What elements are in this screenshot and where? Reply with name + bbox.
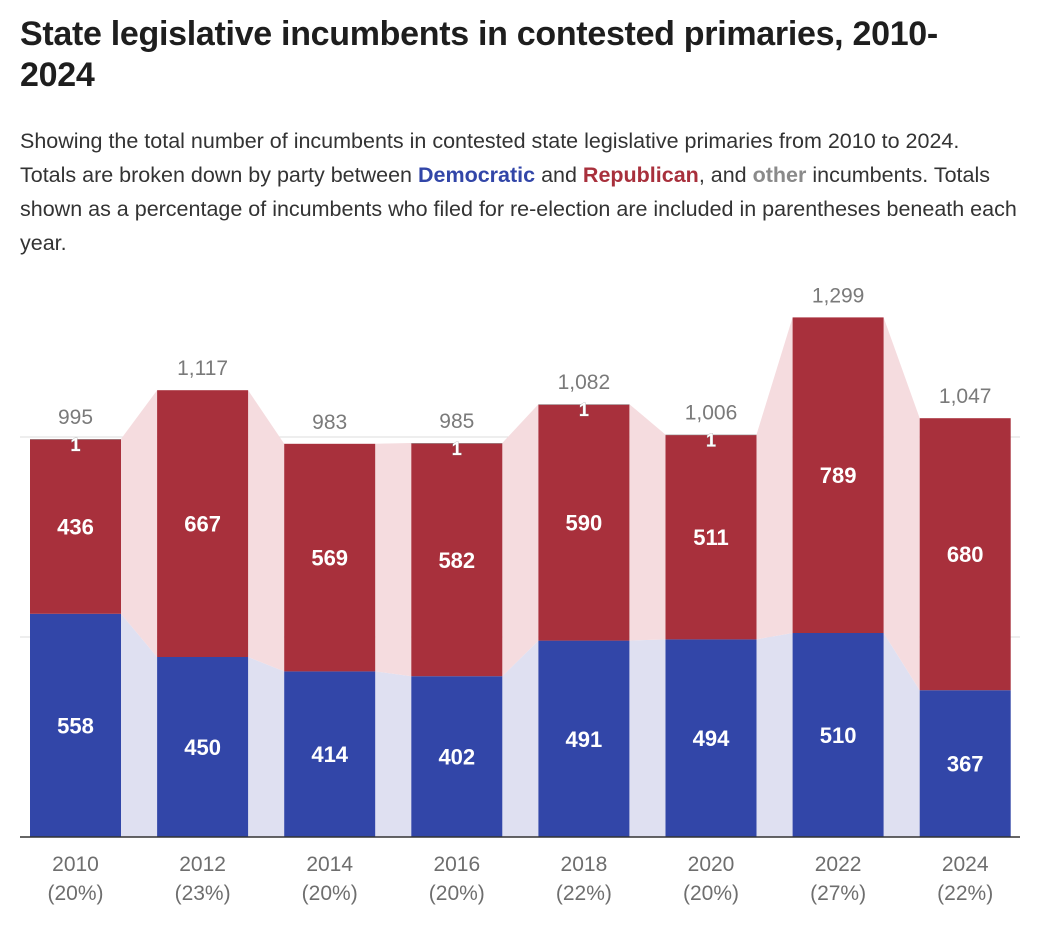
- bar-republican-2014: [284, 443, 376, 672]
- republican-value-label: 436: [57, 515, 94, 540]
- republican-value-label: 667: [184, 512, 221, 537]
- democratic-value-label: 494: [693, 726, 730, 751]
- x-axis-year-label: 2016: [433, 853, 480, 876]
- bar-republican-2020: [665, 435, 757, 640]
- total-value-label: 1,117: [177, 357, 228, 380]
- democratic-value-label: 402: [438, 745, 475, 770]
- bar-democratic-2022: [792, 633, 884, 837]
- democratic-connector-band: [375, 671, 412, 837]
- democratic-connector-band: [756, 633, 793, 837]
- democratic-value-label: 558: [57, 713, 94, 738]
- democratic-value-label: 450: [184, 735, 221, 760]
- x-axis-percent-label: (22%): [556, 882, 612, 905]
- total-value-label: 1,047: [939, 385, 992, 408]
- x-axis-year-label: 2022: [815, 853, 862, 876]
- other-value-label: 1: [579, 400, 589, 420]
- x-axis-year-label: 2010: [52, 853, 99, 876]
- bar-republican-2018: [538, 404, 630, 641]
- other-value-label: 1: [706, 431, 716, 451]
- bar-democratic-2012: [157, 657, 249, 837]
- democratic-connector-band: [121, 613, 158, 837]
- x-axis-percent-label: (20%): [683, 882, 739, 905]
- total-value-label: 985: [439, 410, 474, 433]
- democratic-value-label: 414: [311, 742, 348, 767]
- republican-value-label: 680: [947, 542, 984, 567]
- total-value-label: 1,082: [558, 371, 611, 394]
- legend-republican: Republican: [582, 163, 699, 187]
- x-axis-percent-label: (23%): [175, 882, 231, 905]
- x-axis-year-label: 2020: [688, 853, 735, 876]
- legend-other: other: [752, 163, 807, 187]
- bar-republican-2024: [919, 418, 1011, 691]
- x-axis-year-label: 2024: [942, 853, 989, 876]
- x-axis-year-label: 2018: [561, 853, 608, 876]
- bar-democratic-2014: [284, 671, 376, 837]
- democratic-value-label: 367: [947, 752, 984, 777]
- total-value-label: 1,006: [685, 402, 738, 425]
- subtitle-text-3: , and: [698, 163, 753, 187]
- bar-other-2018: [538, 404, 630, 405]
- republican-connector-band: [375, 443, 412, 677]
- republican-connector-band: [248, 390, 285, 672]
- x-axis-year-label: 2014: [306, 853, 353, 876]
- democratic-value-label: 510: [820, 723, 857, 748]
- bar-republican-2022: [792, 317, 884, 633]
- republican-connector-band: [629, 404, 666, 641]
- x-axis-year-label: 2012: [179, 853, 226, 876]
- subtitle-text-2: and: [535, 163, 583, 187]
- bar-democratic-2010: [30, 613, 121, 837]
- bar-other-2016: [411, 443, 503, 444]
- democratic-value-label: 491: [566, 727, 603, 752]
- bar-democratic-2020: [665, 639, 757, 837]
- x-axis-percent-label: (20%): [302, 882, 358, 905]
- bar-other-2020: [665, 434, 757, 436]
- x-axis-percent-label: (22%): [937, 882, 993, 905]
- bar-republican-2012: [157, 390, 249, 657]
- bar-democratic-2018: [538, 640, 630, 837]
- total-value-label: 1,299: [812, 284, 865, 307]
- bar-democratic-2024: [919, 690, 1011, 837]
- x-axis-percent-label: (27%): [810, 882, 866, 905]
- bar-republican-2016: [411, 443, 503, 677]
- republican-value-label: 569: [311, 546, 348, 571]
- chart-title: State legislative incumbents in conteste…: [20, 15, 938, 94]
- democratic-connector-band: [883, 633, 920, 837]
- subtitle-text-4: incumbents. Totals shown as a percentage…: [20, 163, 1017, 255]
- republican-connector-band: [121, 390, 158, 657]
- chart-subtitle: Showing the total number of incumbents i…: [20, 124, 1020, 260]
- subtitle-text-1: Showing the total number of incumbents i…: [20, 129, 960, 187]
- bar-other-2010: [30, 439, 121, 440]
- legend-democratic: Democratic: [417, 163, 536, 187]
- other-value-label: 1: [452, 439, 462, 459]
- republican-value-label: 582: [438, 548, 475, 573]
- total-value-label: 995: [58, 406, 93, 429]
- republican-connector-band: [756, 317, 793, 640]
- x-axis-percent-label: (20%): [47, 882, 103, 905]
- total-value-label: 983: [312, 411, 347, 434]
- republican-value-label: 590: [566, 511, 603, 536]
- democratic-connector-band: [248, 657, 285, 837]
- x-axis-percent-label: (20%): [429, 882, 485, 905]
- republican-connector-band: [883, 317, 920, 691]
- democratic-connector-band: [502, 640, 539, 837]
- other-value-label: 1: [70, 435, 80, 455]
- bar-republican-2010: [30, 439, 121, 614]
- republican-value-label: 511: [693, 525, 729, 550]
- republican-connector-band: [502, 404, 539, 677]
- republican-value-label: 789: [820, 463, 857, 488]
- bar-democratic-2016: [411, 676, 503, 837]
- democratic-connector-band: [629, 639, 666, 837]
